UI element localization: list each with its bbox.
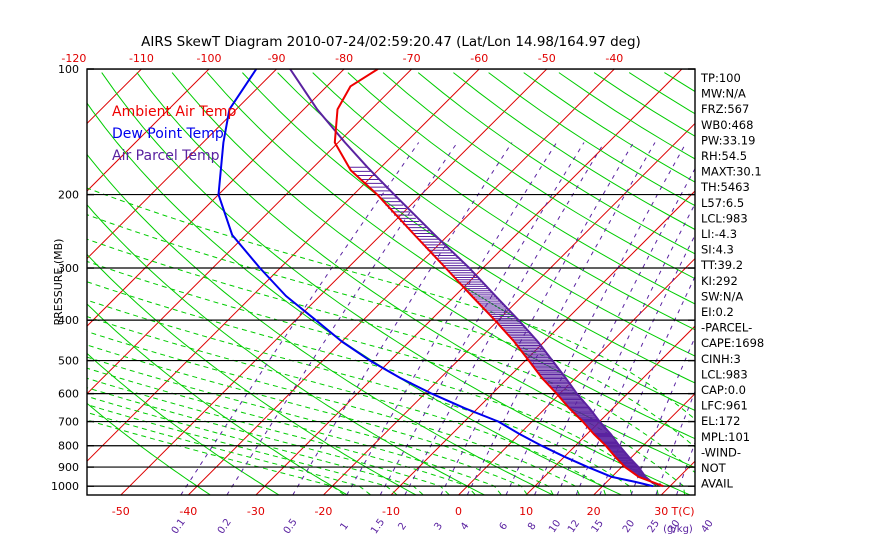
info-line: FRZ:567 [701,102,749,116]
bottom-temp-tick-label: 10 [519,505,533,518]
info-line: SW:N/A [701,289,743,303]
info-line: L57:6.5 [701,196,744,210]
legend-item-1: Ambient Air Temp [112,104,237,120]
info-line: KI:292 [701,274,738,288]
top-temp-tick-label: -50 [538,52,556,65]
info-line: CAPE:1698 [701,336,764,350]
top-temp-tick-labels: -120 -110 -100 -90 -80 -70 -60 -50 -40 [61,52,623,65]
bottom-temp-tick-label: -10 [382,505,400,518]
top-temp-tick-label: -90 [268,52,286,65]
mixing-ratio-tick-label: 0.2 [216,517,234,536]
plot-frame [86,68,696,496]
y-axis-label: PRESSURE (MB) [52,239,65,326]
top-temp-tick-label: -70 [403,52,421,65]
info-line: EL:172 [701,414,741,428]
bottom-temp-tick-label: 30 [654,505,668,518]
info-line: CAP:0.0 [701,383,746,397]
info-line: CINH:3 [701,352,741,366]
mixing-ratio-tick-label: 1.5 [369,517,387,536]
top-temp-tick-label: -100 [197,52,222,65]
mixing-ratio-tick-label: 2 [396,521,409,533]
pressure-tick-label: 600 [58,388,79,401]
pressure-tick-labels: 100 200 300 400 500 600 700 800 900 1000 [51,63,695,493]
bottom-temp-tick-label: -50 [112,505,130,518]
chart-legend: Ambient Air Temp Dew Point Temp Air Parcel… [112,104,237,164]
mixing-ratio-tick-label: 4 [459,521,472,533]
mixing-ratio-tick-label: 6 [498,521,511,533]
profile-curves [217,69,664,488]
pressure-tick-label: 900 [58,461,79,474]
info-line: LCL:983 [701,367,748,381]
bottom-temp-tick-label: -40 [179,505,197,518]
info-line: LCL:983 [701,211,748,225]
top-temp-tick-label: -110 [129,52,154,65]
pressure-tick-label: 200 [58,189,79,202]
mixing-ratio-tick-label: 40 [699,518,715,535]
mixing-ratio-tick-label: 10 [547,518,563,535]
x-axis-label-mixing: (g/kg) [663,524,693,535]
bottom-temp-tick-labels: -50 -40 -30 -20 -10 0 10 20 30 [112,505,668,518]
mixing-ratio-tick-label: 3 [432,521,445,533]
page-title: AIRS SkewT Diagram 2010-07-24/02:59:20.4… [141,34,641,50]
bottom-temp-tick-label: -30 [247,505,265,518]
info-line: PW:33.19 [701,133,755,147]
mixing-ratio-tick-label: 0.1 [170,517,188,536]
info-line: LFC:961 [701,399,748,413]
mixing-ratio-tick-label: 25 [646,518,662,535]
top-temp-tick-label: -80 [335,52,353,65]
legend-item-3: Air Parcel Temp [112,148,220,164]
info-line: NOT [701,461,727,475]
pressure-tick-label: 1000 [51,480,79,493]
x-axis-label-temp: T(C) [671,505,695,518]
info-line: -WIND- [701,445,741,459]
top-temp-tick-label: -40 [605,52,623,65]
bottom-temp-tick-label: 20 [587,505,601,518]
info-line: TP:100 [700,71,741,85]
pressure-tick-label: 700 [58,416,79,429]
info-line: TH:5463 [700,180,750,194]
bottom-temp-tick-label: -20 [314,505,332,518]
pressure-tick-label: 800 [58,440,79,453]
info-line: MAXT:30.1 [701,165,762,179]
legend-item-2: Dew Point Temp [112,126,224,142]
info-line: RH:54.5 [701,149,747,163]
info-line: MW:N/A [701,87,746,101]
info-line: -PARCEL- [701,321,752,335]
mixing-ratio-tick-label: 0.5 [282,517,300,536]
top-temp-tick-label: -60 [470,52,488,65]
pressure-tick-label: 300 [58,262,79,275]
pressure-tick-label: 500 [58,355,79,368]
cape-hatch-region [348,166,651,482]
mixing-ratio-tick-label: 15 [590,518,606,535]
info-line: MPL:101 [701,430,750,444]
info-line: LI:-4.3 [701,227,737,241]
info-line: AVAIL [701,477,734,491]
info-line: WB0:468 [701,118,753,132]
mixing-ratio-tick-label: 20 [621,518,637,535]
mixing-ratio-tick-label: 8 [526,521,539,533]
isobar-lines [87,69,695,487]
mixing-ratio-tick-labels: 0.1 0.2 0.5 1 1.5 2 3 4 6 8 10 12 15 20 25 30 40 [170,517,716,536]
mixing-ratio-tick-label: 12 [566,518,582,535]
top-temp-tick-label: -120 [61,52,86,65]
info-line: EI:0.2 [701,305,734,319]
info-line: TT:39.2 [700,258,743,272]
pressure-tick-label: 400 [58,314,79,327]
info-line: SI:4.3 [701,243,734,257]
mixing-ratio-tick-label: 1 [338,521,351,533]
bottom-temp-tick-label: 0 [455,505,462,518]
dry-adiabat-lines [87,72,695,495]
pressure-tick-label: 100 [58,63,79,76]
